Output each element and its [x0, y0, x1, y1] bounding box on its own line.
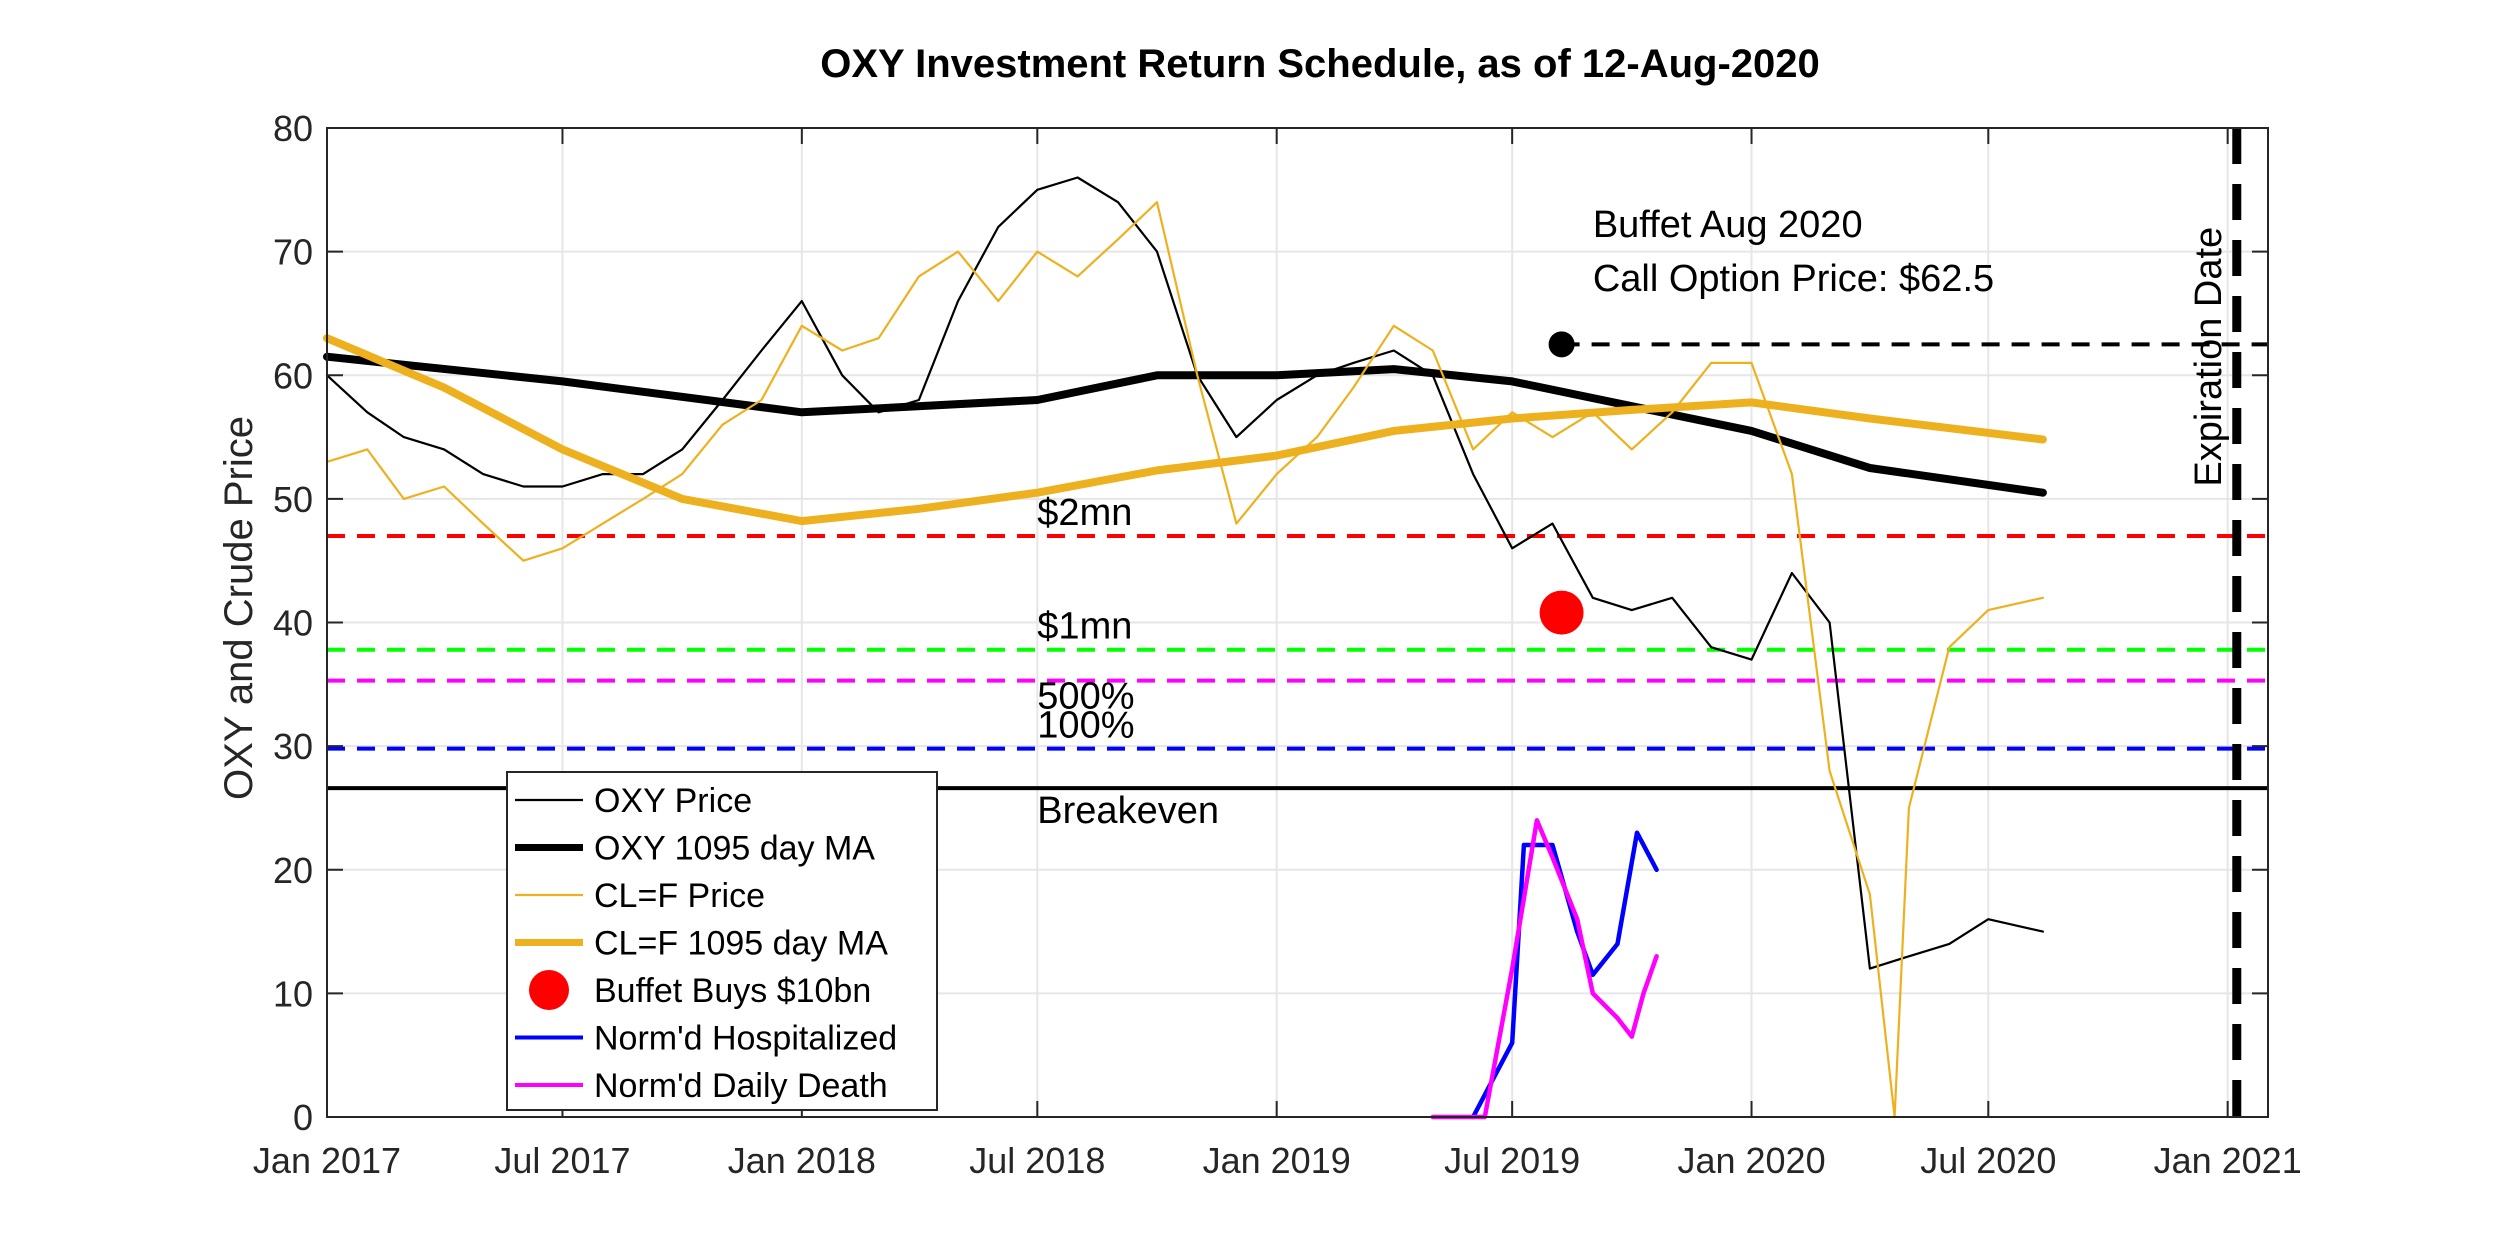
- legend-entry-1: OXY 1095 day MA: [594, 830, 875, 868]
- legend-swatch-4: [529, 970, 569, 1010]
- legend: OXY Price OXY 1095 day MA CL=F Price CL=F 1…: [506, 771, 938, 1111]
- x-tick-label-7: Jul 2020: [1920, 1140, 2056, 1181]
- legend-entry-3: CL=F 1095 day MA: [594, 925, 888, 963]
- x-tick-label-3: Jul 2018: [969, 1140, 1105, 1181]
- series-lines: [323, 176, 2047, 1120]
- call-option-label-line1: Buffet Aug 2020: [1593, 204, 1863, 246]
- marker-0: [1539, 590, 1584, 635]
- y-tick-label-8: 80: [273, 108, 313, 149]
- series-line-4: [1470, 830, 1659, 1120]
- x-tick-labels: Jan 2017 Jul 2017 Jan 2018 Jul 2018 Jan 2019…: [253, 1140, 2302, 1181]
- y-tick-label-6: 60: [273, 355, 313, 396]
- threshold-label-0: $2mn: [1037, 492, 1132, 534]
- legend-entry-5: Norm'd Hospitalized: [594, 1020, 897, 1058]
- legend-entry-4: Buffet Buys $10bn: [594, 972, 871, 1010]
- y-tick-label-4: 40: [273, 603, 313, 644]
- y-tick-label-0: 0: [293, 1097, 313, 1138]
- threshold-label-4: Breakeven: [1037, 790, 1219, 832]
- y-tick-label-3: 30: [273, 726, 313, 767]
- threshold-label-2: 500%: [1037, 676, 1134, 718]
- threshold-label-3: 100%: [1037, 705, 1134, 747]
- series-line-0: [325, 176, 2045, 970]
- series-line-5: [1430, 818, 1659, 1120]
- legend-entry-6: Norm'd Daily Death: [594, 1067, 888, 1105]
- legend-entry-2: CL=F Price: [594, 877, 765, 915]
- y-tick-labels: 0 10 20 30 40 50 60 70 80: [273, 108, 313, 1138]
- y-tick-label-5: 50: [273, 479, 313, 520]
- grid-lines: [326, 127, 2268, 1118]
- x-tick-label-4: Jan 2019: [1203, 1140, 1351, 1181]
- series-line-3: [323, 334, 2047, 526]
- x-tick-label-2: Jan 2018: [728, 1140, 876, 1181]
- legend-entry-0: OXY Price: [594, 782, 752, 820]
- call-option-label-line2: Call Option Price: $62.5: [1593, 258, 1994, 300]
- threshold-label-1: $1mn: [1037, 606, 1132, 648]
- expiration-label: Expiration Date: [2188, 227, 2230, 487]
- x-tick-label-8: Jan 2021: [2154, 1140, 2302, 1181]
- y-tick-label-1: 10: [273, 973, 313, 1014]
- x-tick-label-6: Jan 2020: [1677, 1140, 1825, 1181]
- y-tick-label-7: 70: [273, 232, 313, 273]
- y-tick-label-2: 20: [273, 850, 313, 891]
- series-line-1: [323, 352, 2047, 497]
- chart-title: OXY Investment Return Schedule, as of 12…: [820, 42, 1820, 86]
- x-tick-label-0: Jan 2017: [253, 1140, 401, 1181]
- annotations: $2mn $1mn 500%100% Breakeven Buffet Aug 2020…: [1037, 128, 2268, 1117]
- axes: [326, 127, 2269, 1118]
- series-line-2: [325, 201, 2045, 1119]
- y-axis-label: OXY and Crude Price: [217, 416, 261, 800]
- x-tick-label-5: Jul 2019: [1444, 1140, 1580, 1181]
- x-tick-label-1: Jul 2017: [494, 1140, 630, 1181]
